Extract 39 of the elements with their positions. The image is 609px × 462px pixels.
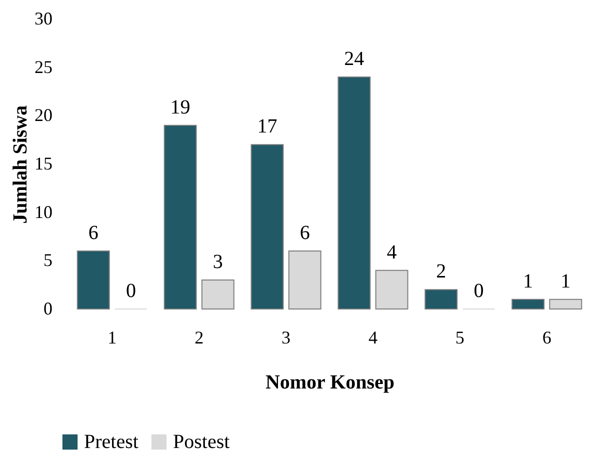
x-tick-label: 5 xyxy=(455,328,464,348)
y-tick-label: 10 xyxy=(34,202,52,222)
legend-label: Postest xyxy=(173,431,230,453)
x-axis-title: Nomor Konsep xyxy=(265,372,395,394)
bar xyxy=(338,76,371,310)
bar xyxy=(288,250,322,310)
x-tick-label: 4 xyxy=(368,328,378,348)
data-label: 3 xyxy=(212,251,223,273)
bar xyxy=(164,124,197,310)
legend-label: Pretest xyxy=(84,431,139,453)
data-label: 0 xyxy=(126,280,136,302)
data-label: 2 xyxy=(436,260,446,283)
bar xyxy=(201,280,234,310)
data-label: 6 xyxy=(88,222,98,244)
data-label: 1 xyxy=(560,270,571,292)
y-tick-label: 0 xyxy=(44,298,52,318)
bar xyxy=(424,289,458,310)
y-tick-label: 15 xyxy=(34,154,52,174)
bar xyxy=(512,298,545,310)
y-axis-title: Jumlah Siswa xyxy=(10,105,32,224)
bar xyxy=(549,298,582,310)
data-label: 17 xyxy=(257,116,278,138)
y-tick-label: 30 xyxy=(34,8,52,28)
y-tick-label: 25 xyxy=(34,56,52,77)
data-label: 6 xyxy=(300,222,310,244)
data-label: 1 xyxy=(523,270,534,292)
data-label: 0 xyxy=(474,280,484,302)
data-label: 4 xyxy=(386,241,397,264)
y-tick-label: 5 xyxy=(44,250,52,270)
bar xyxy=(375,270,408,310)
bar xyxy=(250,144,284,310)
y-tick-label: 20 xyxy=(34,105,52,126)
x-tick-label: 6 xyxy=(542,328,552,348)
data-label: 19 xyxy=(170,96,190,118)
x-tick-label: 2 xyxy=(194,328,204,348)
data-label: 24 xyxy=(344,48,364,70)
x-tick-label: 3 xyxy=(282,328,291,348)
x-tick-label: 1 xyxy=(108,328,117,348)
bar xyxy=(76,250,110,310)
